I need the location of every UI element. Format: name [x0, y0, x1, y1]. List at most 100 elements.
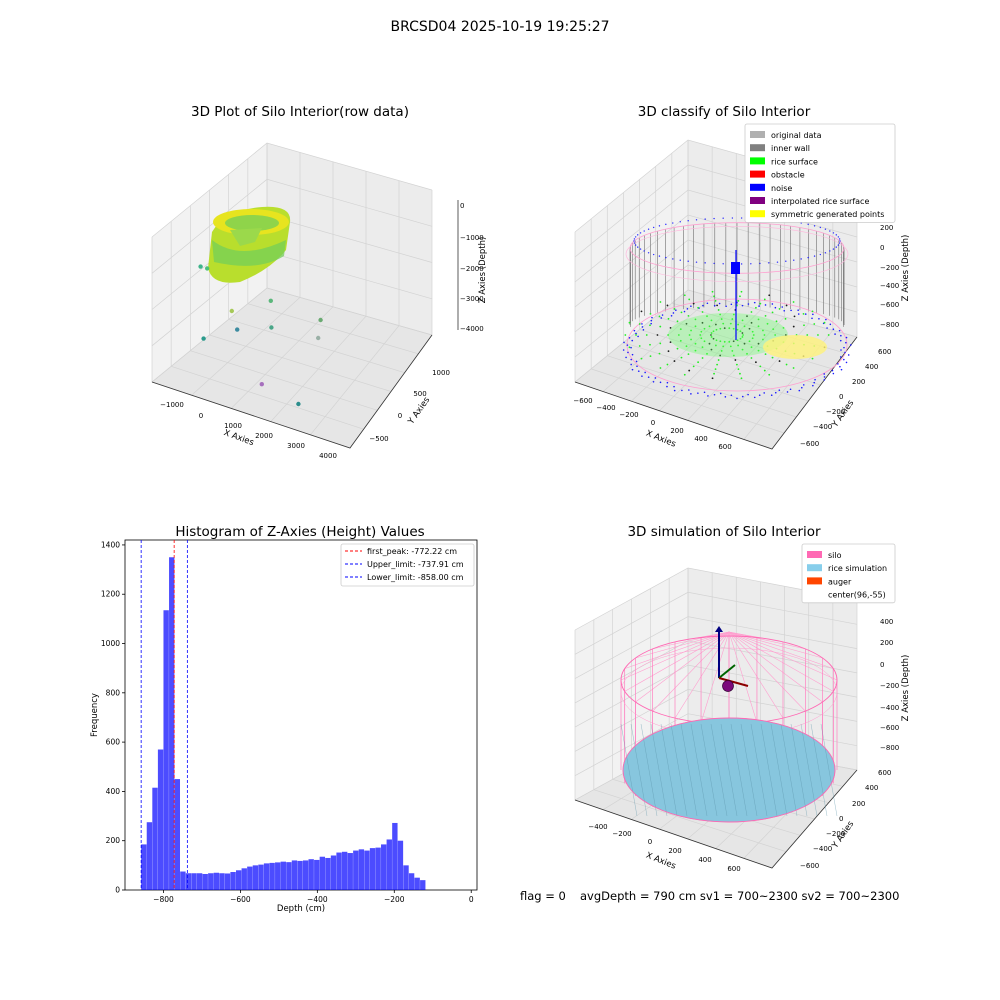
p2-rice-dot [762, 338, 764, 341]
hist-bar [185, 873, 192, 890]
p2-rice-dot [739, 295, 741, 298]
p4-silo-roof [728, 631, 823, 703]
p4-silo-roof [728, 631, 834, 692]
p2-rice-dot [772, 328, 775, 331]
p1-z-label: Z Axies (Depth) [478, 237, 488, 304]
p2-rice-dot [731, 318, 734, 320]
p1-outlier-point [259, 382, 264, 387]
p2-rice-dot [688, 298, 691, 301]
p4-silo-rim-bottom [622, 717, 836, 823]
p2-noise-dot [660, 317, 663, 319]
panel4-title: 3D simulation of Silo Interior [627, 524, 821, 540]
p2-legend-label: symmetric generated points [771, 210, 884, 219]
p2-noise-dot [650, 319, 653, 322]
p2-rice-dot [640, 310, 643, 313]
p2-noise-top [652, 226, 655, 229]
p2-rice-dot [729, 345, 732, 348]
p4-rice-mesh-line [650, 723, 668, 817]
p2-noise-top [824, 228, 827, 230]
p2-rice-dot [712, 337, 715, 340]
p2-rice-dot [743, 342, 746, 345]
p2-noise-dot [654, 377, 657, 379]
p2-rice-dot [737, 299, 740, 302]
p1-grid-floor-b [310, 325, 400, 436]
p2-rice-dot [817, 334, 819, 336]
p2-rice-dot [813, 323, 816, 325]
p4-silo-roof [728, 631, 758, 723]
p1-grid-floor-a [171, 366, 364, 430]
p2-rice-dot [669, 326, 672, 329]
p2-legend-swatch [750, 131, 765, 138]
p2-rice-dot [762, 329, 764, 332]
p2-rice-dot [751, 330, 754, 333]
p2-legend-swatch [750, 144, 765, 152]
hist-legend-frame [340, 543, 475, 587]
p2-rice-dot [676, 347, 679, 350]
p2-rice-dot [739, 372, 741, 375]
p2-rice-dot [714, 323, 717, 326]
p4-rice-mesh-line [770, 723, 788, 817]
p2-noise-dot [637, 335, 639, 338]
p2-rice-dot [635, 334, 637, 336]
p2-rice-dot [658, 315, 661, 318]
p2-rice-dot [638, 345, 641, 347]
hist-bar [364, 850, 370, 890]
p2-noise-dot [652, 380, 655, 383]
p2-noise-top [634, 244, 637, 246]
p2-grid-z [574, 239, 858, 333]
p2-rice-dot [719, 354, 722, 357]
p2-noise-top [658, 255, 661, 257]
p2-noise-dot [713, 304, 716, 307]
p2-noise-dot [681, 389, 683, 392]
p2-rice-dot [757, 342, 760, 345]
p2-rice-dot [742, 334, 744, 336]
p2-rice-dot [723, 327, 726, 330]
p2-rice-dot [649, 312, 652, 315]
p2-rice-dot [624, 334, 627, 336]
p2-rice-dot [763, 334, 766, 336]
p4-grid-z [574, 591, 858, 655]
hist-bar [252, 865, 259, 890]
p2-legend-swatch [750, 157, 765, 165]
p2-noise-top [633, 242, 636, 244]
p1-grid-floor-a [247, 303, 419, 355]
p2-rice-dot [656, 334, 659, 336]
p2-noise-dot [783, 309, 786, 312]
p2-rice-dot [737, 368, 740, 371]
p2-rice-dot [722, 322, 725, 325]
p2-rice-dot [694, 342, 697, 345]
p2-y-tick: 200 [852, 378, 865, 386]
hist-bar [224, 873, 231, 890]
p2-noise-dot [829, 323, 832, 326]
p2-noise-top [807, 223, 809, 226]
p2-z-tick: −800 [880, 321, 899, 329]
p2-grid-z [574, 289, 858, 383]
p2-rice-dot [708, 342, 711, 345]
p2-legend-label: original data [771, 131, 822, 140]
p2-noise-dot [797, 309, 799, 311]
p2-legend-frame [744, 123, 896, 223]
p2-noise-top [647, 252, 650, 254]
p2-noise-dot [758, 394, 761, 396]
p2-noise-dot [647, 376, 650, 378]
p2-legend-label: obstacle [771, 171, 805, 180]
p1-x-tick: 3000 [287, 442, 305, 450]
p2-rice-dot [703, 340, 706, 343]
p2-rice-dot [697, 306, 700, 309]
p2-noise-top [839, 240, 841, 242]
p1-y-tick: 500 [413, 390, 426, 398]
p2-noise-top [824, 252, 827, 254]
hist-bar [269, 862, 275, 890]
p1-grid-z [151, 178, 433, 274]
p2-noise-top [750, 263, 752, 265]
p2-noise-top [835, 234, 837, 236]
hist-y-tick: 400 [106, 787, 121, 796]
p2-rice-dot [659, 342, 662, 345]
p2-noise-dot [823, 379, 826, 381]
p2-y-tick: 0 [839, 393, 843, 401]
p2-rice-dot [748, 340, 751, 343]
p2-rice-dot [713, 372, 715, 375]
p2-noise-dot [650, 322, 652, 325]
p1-point-cloud [208, 206, 291, 283]
hist-y-label: Frequency [90, 693, 100, 737]
